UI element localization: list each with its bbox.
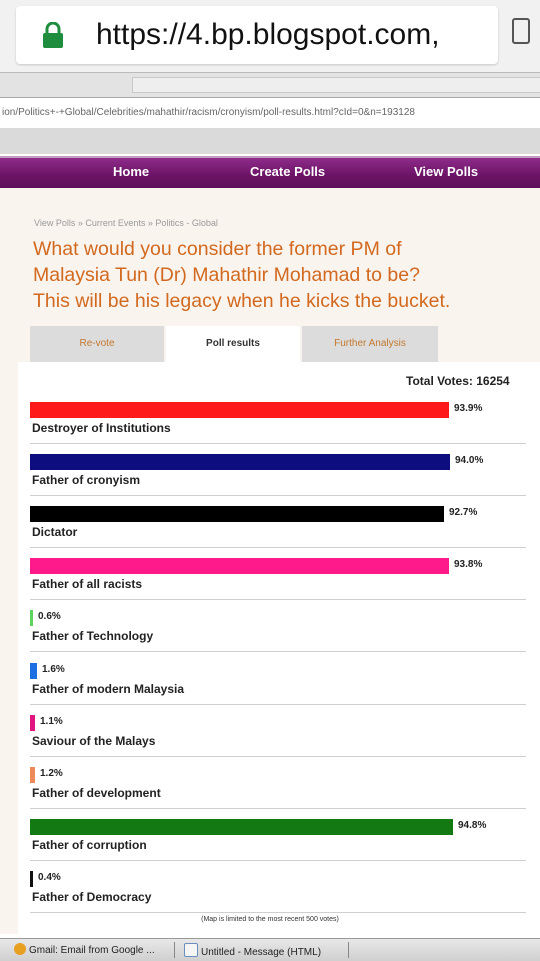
results-note: (Map is limited to the most recent 500 v… bbox=[201, 916, 339, 923]
result-percent: 92.7% bbox=[449, 507, 478, 518]
result-percent: 0.6% bbox=[38, 611, 61, 622]
result-label: Dictator bbox=[32, 525, 78, 539]
taskbar-gmail-label: Gmail: Email from Google ... bbox=[29, 945, 155, 956]
question-line-3: This will be his legacy when he kicks th… bbox=[33, 290, 451, 312]
result-bar bbox=[30, 819, 453, 835]
taskbar-gmail[interactable]: Gmail: Email from Google ... bbox=[14, 943, 155, 959]
poll-question: What would you consider the former PM of… bbox=[33, 236, 533, 314]
result-label: Destroyer of Institutions bbox=[32, 421, 171, 435]
lock-icon bbox=[43, 22, 63, 48]
result-label: Father of Democracy bbox=[32, 890, 152, 904]
toolbar-gap bbox=[0, 128, 540, 154]
row-divider bbox=[30, 443, 526, 444]
message-icon bbox=[184, 943, 198, 957]
result-bar bbox=[30, 610, 33, 626]
total-votes: Total Votes: 16254 bbox=[406, 374, 510, 388]
result-percent: 94.8% bbox=[458, 820, 487, 831]
tab-poll-results[interactable]: Poll results bbox=[166, 326, 300, 364]
question-line-1: What would you consider the former PM of bbox=[33, 238, 402, 260]
address-text: ion/Politics+-+Global/Celebrities/mahath… bbox=[2, 107, 415, 118]
result-percent: 94.0% bbox=[455, 455, 484, 466]
result-bar bbox=[30, 767, 35, 783]
nav-view-polls[interactable]: View Polls bbox=[414, 164, 479, 179]
result-label: Saviour of the Malays bbox=[32, 734, 156, 748]
browser-toolbar bbox=[0, 72, 540, 97]
result-label: Father of development bbox=[32, 786, 161, 800]
row-divider bbox=[30, 912, 526, 913]
result-label: Father of Technology bbox=[32, 629, 154, 643]
nav-home[interactable]: Home bbox=[113, 164, 150, 179]
breadcrumb[interactable]: View Polls » Current Events » Politics -… bbox=[34, 218, 218, 228]
result-percent: 1.6% bbox=[42, 664, 65, 675]
nav-create-polls[interactable]: Create Polls bbox=[250, 164, 326, 179]
result-percent: 93.8% bbox=[454, 559, 483, 570]
row-divider bbox=[30, 599, 526, 600]
result-bar bbox=[30, 558, 449, 574]
row-divider bbox=[30, 651, 526, 652]
taskbar-divider bbox=[174, 942, 175, 958]
site-nav: Home Create Polls View Polls bbox=[0, 156, 540, 188]
row-divider bbox=[30, 547, 526, 548]
result-bar bbox=[30, 663, 37, 679]
result-bar bbox=[30, 402, 449, 418]
result-label: Father of corruption bbox=[32, 838, 147, 852]
tab-switcher-icon[interactable] bbox=[512, 18, 530, 44]
browser-url-bar: https://4.bp.blogspot.com, bbox=[0, 0, 540, 72]
question-line-2: Malaysia Tun (Dr) Mahathir Mohamad to be… bbox=[33, 264, 420, 286]
row-divider bbox=[30, 495, 526, 496]
result-label: Father of cronyism bbox=[32, 473, 141, 487]
taskbar: Gmail: Email from Google ... Untitled - … bbox=[0, 938, 540, 961]
result-bar bbox=[30, 715, 35, 731]
result-bar bbox=[30, 871, 33, 887]
row-divider bbox=[30, 704, 526, 705]
url-text: https://4.bp.blogspot.com, bbox=[96, 18, 440, 51]
result-percent: 1.2% bbox=[40, 768, 63, 779]
url-field[interactable]: https://4.bp.blogspot.com, bbox=[16, 6, 498, 64]
row-divider bbox=[30, 756, 526, 757]
result-percent: 93.9% bbox=[454, 403, 483, 414]
result-label: Father of modern Malaysia bbox=[32, 682, 185, 696]
result-percent: 1.1% bbox=[40, 716, 63, 727]
row-divider bbox=[30, 860, 526, 861]
result-bar bbox=[30, 506, 444, 522]
browser-icon bbox=[14, 943, 26, 955]
tab-further-analysis[interactable]: Further Analysis bbox=[302, 326, 438, 362]
tab-revote[interactable]: Re-vote bbox=[30, 326, 164, 362]
taskbar-message-label: Untitled - Message (HTML) bbox=[201, 947, 322, 958]
result-bar bbox=[30, 454, 450, 470]
result-percent: 0.4% bbox=[38, 872, 61, 883]
result-label: Father of all racists bbox=[32, 577, 143, 591]
toolbar-frame bbox=[132, 77, 540, 93]
taskbar-divider bbox=[348, 942, 349, 958]
taskbar-message[interactable]: Untitled - Message (HTML) bbox=[184, 943, 321, 959]
address-bar[interactable]: ion/Politics+-+Global/Celebrities/mahath… bbox=[0, 97, 540, 129]
row-divider bbox=[30, 808, 526, 809]
